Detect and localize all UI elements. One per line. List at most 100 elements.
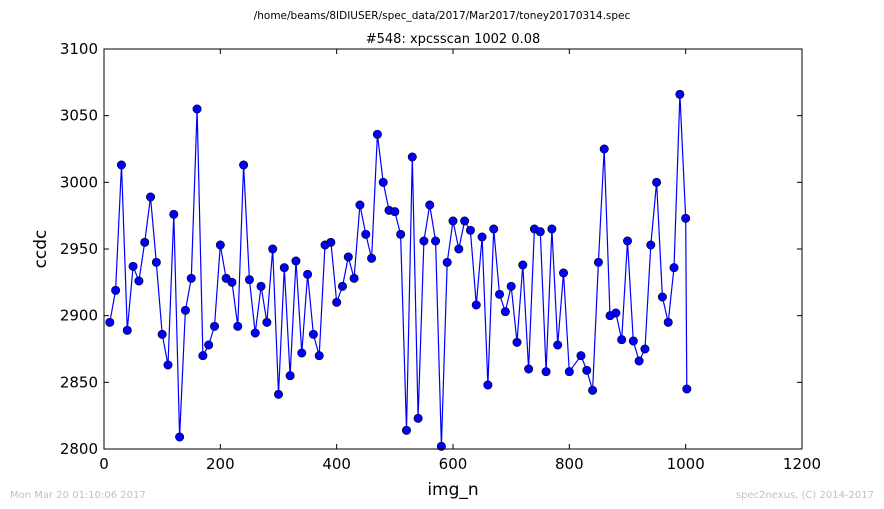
data-point (175, 432, 185, 442)
data-point (244, 275, 254, 285)
data-point (652, 177, 662, 187)
data-point (355, 200, 365, 210)
data-point (413, 413, 423, 423)
chart-title: #548: xpcsscan 1002 0.08 (366, 32, 541, 47)
data-point (593, 257, 603, 267)
y-tick-label: 2850 (60, 373, 98, 391)
data-point (192, 104, 202, 114)
data-point (233, 321, 243, 331)
data-point (291, 256, 301, 266)
data-point (669, 263, 679, 273)
data-point (599, 144, 609, 154)
data-point (297, 348, 307, 358)
data-point (500, 307, 510, 317)
data-point (367, 253, 377, 263)
y-axis-label: ccdc (31, 230, 51, 269)
data-point (582, 365, 592, 375)
data-point (372, 129, 382, 139)
figure-subtitle: /home/beams/8IDIUSER/spec_data/2017/Mar2… (254, 10, 631, 22)
data-point (116, 160, 126, 170)
data-point (279, 263, 289, 273)
y-tick-label: 3050 (60, 107, 98, 125)
data-point (495, 289, 505, 299)
data-point (547, 224, 557, 234)
y-tick-label: 2900 (60, 307, 98, 325)
x-tick-label: 1000 (667, 455, 705, 473)
data-point (425, 200, 435, 210)
footer-timestamp: Mon Mar 20 01:10:06 2017 (10, 490, 146, 501)
data-point (204, 340, 214, 350)
data-point (436, 441, 446, 451)
data-point (273, 389, 283, 399)
data-point (634, 356, 644, 366)
data-point (407, 152, 417, 162)
data-point (140, 237, 150, 247)
data-point (343, 252, 353, 262)
plot-frame (103, 48, 803, 450)
data-point (640, 344, 650, 354)
data-point (134, 276, 144, 286)
data-point (518, 260, 528, 270)
data-point (448, 216, 458, 226)
data-point (465, 225, 475, 235)
data-point (186, 273, 196, 283)
data-point (559, 268, 569, 278)
data-point (675, 89, 685, 99)
data-point (588, 385, 598, 395)
y-tick-label: 3000 (60, 173, 98, 191)
data-point (611, 308, 621, 318)
data-point (105, 317, 115, 327)
data-point (337, 281, 347, 291)
data-point (285, 371, 295, 381)
x-tick-label: 200 (206, 455, 235, 473)
data-point (483, 380, 493, 390)
data-point (681, 213, 691, 223)
data-point (471, 300, 481, 310)
data-point (506, 281, 516, 291)
data-point (682, 384, 692, 394)
data-point (454, 244, 464, 254)
data-point (227, 277, 237, 287)
data-point (622, 236, 632, 246)
data-point (308, 329, 318, 339)
data-point (268, 244, 278, 254)
data-point (564, 367, 574, 377)
data-point (419, 236, 429, 246)
footer-credit: spec2nexus, (C) 2014-2017 (735, 490, 874, 501)
x-tick-label: 600 (439, 455, 468, 473)
data-point (512, 337, 522, 347)
data-point (215, 240, 225, 250)
data-point (628, 336, 638, 346)
data-point (489, 224, 499, 234)
data-point (477, 232, 487, 242)
data-point (151, 257, 161, 267)
x-tick-label: 400 (322, 455, 351, 473)
data-point (128, 261, 138, 271)
data-point (326, 237, 336, 247)
data-point (535, 227, 545, 237)
data-point (401, 425, 411, 435)
data-layer (105, 89, 692, 451)
data-point (163, 360, 173, 370)
data-point (169, 209, 179, 219)
data-point (146, 192, 156, 202)
data-point (250, 328, 260, 338)
data-point (111, 285, 121, 295)
y-tick-label: 2800 (60, 440, 98, 458)
data-point (553, 340, 563, 350)
data-point (442, 257, 452, 267)
data-point (349, 273, 359, 283)
data-point (617, 335, 627, 345)
data-point (262, 317, 272, 327)
data-point (303, 269, 313, 279)
x-tick-label: 0 (99, 455, 109, 473)
data-point (431, 236, 441, 246)
data-point (239, 160, 249, 170)
data-point (576, 351, 586, 361)
series-line (109, 94, 688, 447)
x-tick-label: 1200 (783, 455, 821, 473)
x-tick-label: 800 (555, 455, 584, 473)
data-point (390, 207, 400, 217)
data-point (122, 325, 132, 335)
data-point (541, 367, 551, 377)
